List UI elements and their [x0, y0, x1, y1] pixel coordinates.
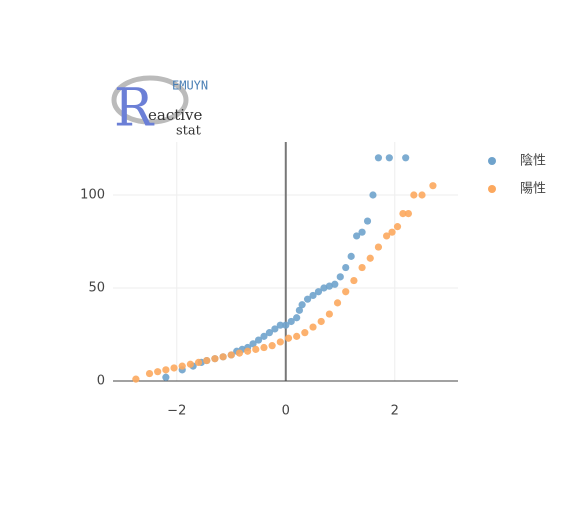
point: [295, 306, 303, 314]
point: [162, 373, 170, 381]
point: [309, 291, 317, 300]
point: [402, 154, 410, 162]
point: [260, 343, 268, 352]
point: [249, 340, 257, 348]
point: [203, 356, 211, 365]
legend-marker: [488, 157, 496, 165]
point: [429, 182, 437, 190]
logo-word: eactive: [148, 106, 203, 124]
point: [271, 325, 279, 333]
point: [298, 301, 306, 309]
point: [333, 299, 342, 307]
x-tick-label: 0: [282, 404, 290, 419]
y-tick-label: 50: [88, 281, 105, 296]
point: [219, 353, 227, 361]
y-tick-label: 100: [80, 188, 105, 203]
point: [325, 310, 333, 318]
point: [254, 336, 263, 344]
point: [145, 369, 154, 378]
point: [314, 288, 323, 296]
legend-marker: [488, 185, 496, 193]
point: [404, 210, 413, 218]
point: [393, 223, 402, 231]
point: [309, 323, 317, 331]
x-tick-label: −2: [167, 404, 186, 419]
point: [293, 332, 301, 340]
point: [303, 295, 312, 303]
point: [399, 210, 407, 218]
point: [194, 358, 203, 367]
x-tick-label: 2: [391, 404, 399, 419]
point: [282, 321, 290, 329]
point: [369, 191, 377, 199]
point: [227, 351, 235, 359]
point: [265, 329, 274, 337]
point: [353, 232, 361, 240]
point: [260, 332, 268, 340]
legend-label: 陰性: [520, 154, 546, 169]
point: [287, 317, 295, 326]
point: [293, 314, 301, 322]
point: [178, 362, 186, 370]
logo-ring: [111, 75, 189, 125]
point: [385, 154, 393, 162]
point: [410, 191, 418, 199]
point: [336, 273, 344, 281]
point: [317, 317, 325, 326]
point: [268, 342, 276, 350]
point: [374, 243, 383, 251]
point: [374, 154, 383, 162]
point: [363, 217, 372, 225]
point: [320, 284, 328, 292]
point: [154, 368, 162, 376]
logo-tag: EMUYN: [172, 79, 208, 93]
point: [132, 375, 140, 383]
point: [358, 263, 366, 272]
legend-label: 陽性: [520, 182, 546, 197]
point: [186, 360, 194, 368]
logo-sub: stat: [176, 124, 202, 139]
point: [244, 347, 252, 355]
point: [276, 321, 284, 329]
point: [350, 276, 358, 285]
point: [383, 232, 391, 240]
point: [325, 282, 333, 290]
point: [301, 329, 309, 337]
point: [211, 355, 219, 363]
point: [331, 280, 339, 288]
point: [342, 263, 350, 272]
point: [284, 334, 293, 342]
point: [366, 254, 374, 262]
point: [347, 252, 355, 260]
point: [235, 349, 244, 357]
point: [342, 288, 350, 296]
point: [162, 366, 170, 374]
point: [252, 345, 260, 353]
point: [276, 338, 284, 346]
y-tick-label: 0: [97, 374, 105, 389]
point: [170, 364, 178, 372]
point: [418, 191, 426, 199]
logo-letter: R: [114, 79, 155, 139]
point: [358, 228, 366, 236]
logo: R EMUYN eactive stat: [111, 75, 208, 139]
point: [388, 228, 396, 236]
